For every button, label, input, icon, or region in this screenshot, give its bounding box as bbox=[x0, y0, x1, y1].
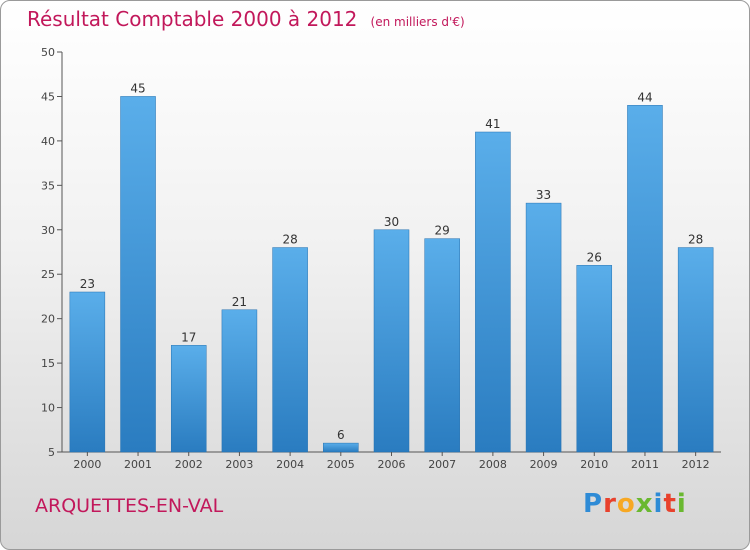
data-label: 30 bbox=[384, 215, 399, 229]
data-label: 33 bbox=[536, 188, 551, 202]
data-label: 26 bbox=[587, 250, 602, 264]
data-label: 45 bbox=[130, 81, 145, 95]
bar bbox=[576, 265, 613, 453]
data-label: 21 bbox=[232, 295, 247, 309]
y-tick-label: 30 bbox=[41, 224, 55, 237]
logo-letter: i bbox=[653, 489, 664, 519]
y-tick-label: 40 bbox=[41, 135, 55, 148]
logo-letter: r bbox=[603, 489, 617, 519]
x-tick-label: 2009 bbox=[530, 458, 558, 471]
y-tick-label: 20 bbox=[41, 313, 55, 326]
bar bbox=[475, 131, 511, 453]
logo-letter: o bbox=[616, 489, 636, 519]
bar bbox=[170, 345, 207, 453]
title-unit: (en milliers d'€) bbox=[370, 15, 465, 29]
logo-letter: x bbox=[635, 489, 654, 519]
x-tick-label: 2006 bbox=[378, 458, 406, 471]
logo-letter: P bbox=[583, 489, 604, 519]
x-tick-label: 2008 bbox=[479, 458, 507, 471]
bar bbox=[525, 202, 562, 453]
x-tick-label: 2003 bbox=[225, 458, 253, 471]
y-tick-label: 15 bbox=[41, 357, 55, 370]
proxiti-logo: Proxiti bbox=[583, 489, 687, 519]
logo-letter: i bbox=[676, 489, 687, 519]
y-tick-label: 25 bbox=[41, 268, 55, 281]
bar bbox=[627, 105, 663, 453]
x-tick-label: 2005 bbox=[327, 458, 355, 471]
x-tick-label: 2011 bbox=[631, 458, 659, 471]
data-label: 29 bbox=[435, 224, 450, 238]
x-tick-label: 2002 bbox=[175, 458, 203, 471]
y-tick-label: 35 bbox=[41, 179, 55, 192]
commune-name: ARQUETTES-EN-VAL bbox=[35, 495, 224, 517]
x-tick-label: 2001 bbox=[124, 458, 152, 471]
bar bbox=[424, 238, 460, 453]
data-label: 28 bbox=[282, 233, 297, 247]
title-text: Résultat Comptable 2000 à 2012 bbox=[27, 7, 358, 31]
data-label: 44 bbox=[637, 90, 652, 104]
bar bbox=[272, 247, 308, 453]
y-tick-label: 50 bbox=[41, 46, 55, 59]
data-label: 41 bbox=[485, 117, 500, 131]
data-label: 28 bbox=[688, 233, 703, 247]
bar bbox=[323, 442, 359, 453]
y-tick-label: 5 bbox=[48, 446, 55, 459]
bar bbox=[373, 229, 410, 453]
x-tick-label: 2007 bbox=[428, 458, 456, 471]
y-tick-label: 10 bbox=[41, 402, 55, 415]
x-tick-label: 2010 bbox=[580, 458, 608, 471]
logo-letter: t bbox=[663, 489, 677, 519]
data-label: 23 bbox=[80, 277, 95, 291]
data-label: 6 bbox=[337, 428, 345, 442]
x-tick-label: 2004 bbox=[276, 458, 304, 471]
bar bbox=[677, 247, 714, 453]
y-tick-label: 45 bbox=[41, 90, 55, 103]
data-label: 17 bbox=[181, 330, 196, 344]
bar bbox=[221, 309, 258, 453]
bar bbox=[120, 96, 156, 453]
bar bbox=[69, 291, 106, 453]
x-tick-label: 2012 bbox=[682, 458, 710, 471]
chart-title: Résultat Comptable 2000 à 2012 (en milli… bbox=[27, 7, 465, 31]
x-tick-label: 2000 bbox=[73, 458, 101, 471]
